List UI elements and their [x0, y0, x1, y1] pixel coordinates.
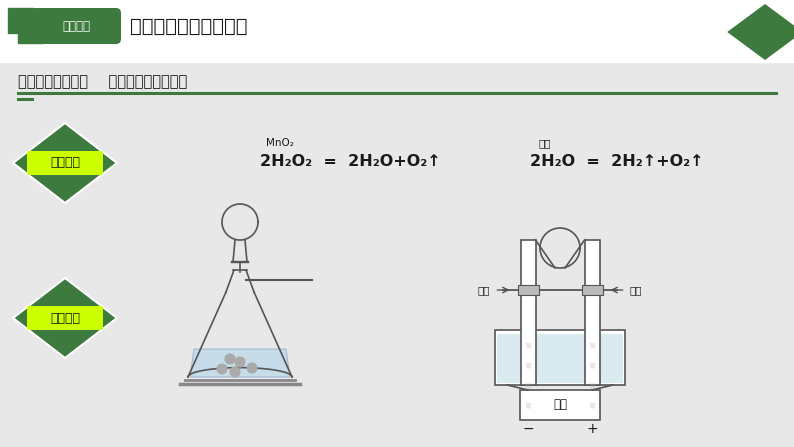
Text: 电源: 电源 [553, 398, 567, 412]
Text: |||: ||| [525, 402, 531, 408]
Bar [584, 240, 599, 385]
Text: 制取装置: 制取装置 [50, 312, 80, 325]
Text: 活塞: 活塞 [478, 285, 491, 295]
Text: |||: ||| [589, 342, 595, 348]
Bar [18, 18, 43, 43]
Text: |||: ||| [525, 382, 531, 388]
Bar [497, 334, 623, 383]
FancyBboxPatch shape [31, 8, 121, 44]
Bar [518, 285, 538, 295]
Text: 反应原理: 反应原理 [50, 156, 80, 169]
Bar [495, 330, 625, 385]
Text: |||: ||| [589, 362, 595, 368]
Text: 探索新知: 探索新知 [62, 20, 90, 33]
Polygon shape [13, 123, 117, 203]
Text: |||: ||| [589, 402, 595, 408]
Bar [520, 390, 600, 420]
Polygon shape [13, 278, 117, 358]
Bar [8, 8, 33, 33]
Bar [581, 285, 603, 295]
Polygon shape [727, 4, 794, 60]
Text: +: + [586, 422, 598, 436]
Polygon shape [190, 349, 290, 377]
Text: MnO₂: MnO₂ [266, 138, 294, 148]
Bar [521, 240, 535, 385]
Circle shape [217, 364, 227, 374]
Text: −: − [522, 422, 534, 436]
Text: 活塞: 活塞 [630, 285, 642, 295]
Circle shape [230, 367, 240, 377]
Text: 任务二：制氧剂的选择: 任务二：制氧剂的选择 [130, 17, 248, 35]
Bar [0, 0, 794, 62]
Text: 2H₂O₂  =  2H₂O+O₂↑: 2H₂O₂ = 2H₂O+O₂↑ [260, 155, 441, 169]
FancyBboxPatch shape [27, 306, 103, 330]
Text: 2H₂O  =  2H₂↑+O₂↑: 2H₂O = 2H₂↑+O₂↑ [530, 155, 703, 169]
Circle shape [235, 357, 245, 367]
FancyBboxPatch shape [27, 151, 103, 175]
Text: 【活动设计与实施    回忆制取氧气的方法: 【活动设计与实施 回忆制取氧气的方法 [18, 75, 187, 89]
Circle shape [247, 363, 257, 373]
Text: |||: ||| [525, 342, 531, 348]
Circle shape [225, 354, 235, 364]
Text: |||: ||| [589, 382, 595, 388]
Text: |||: ||| [525, 362, 531, 368]
Text: 通电: 通电 [539, 138, 551, 148]
